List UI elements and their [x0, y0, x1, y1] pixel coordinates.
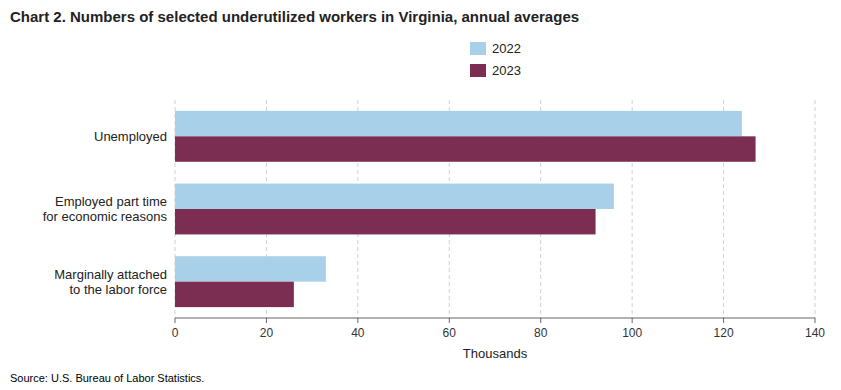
- grid: [175, 100, 815, 318]
- category-label-line: Marginally attached: [54, 267, 167, 282]
- tick-mark: [357, 318, 358, 323]
- legend-swatch: [470, 64, 486, 77]
- tick-label: 80: [534, 326, 548, 340]
- bar: [175, 111, 742, 136]
- legend-label: 2022: [492, 41, 521, 56]
- category-label-line: Employed part time: [55, 194, 167, 209]
- tick-label: 0: [172, 326, 179, 340]
- annotation: Source: U.S. Bureau of Labor Statistics.: [10, 372, 204, 384]
- category-label: Marginally attachedto the labor force: [54, 267, 167, 297]
- bars: [175, 111, 756, 307]
- x-axis-label: Thousands: [463, 346, 528, 361]
- category-label: Unemployed: [94, 129, 167, 144]
- tick-mark: [266, 318, 267, 323]
- category-label-line: for economic reasons: [43, 209, 168, 224]
- x-axis-line: [175, 318, 815, 319]
- bar: [175, 184, 614, 209]
- legend: 2022 2023: [470, 41, 521, 78]
- bar: [175, 256, 326, 281]
- tick-label: 120: [714, 326, 734, 340]
- bar: [175, 282, 294, 307]
- category-label-line: Unemployed: [94, 129, 167, 144]
- tick-mark: [175, 318, 176, 323]
- category-label-line: to the labor force: [69, 282, 167, 297]
- chart-container: Chart 2. Numbers of selected underutiliz…: [0, 0, 841, 390]
- title: Chart 2. Numbers of selected underutiliz…: [10, 8, 579, 25]
- tick-label: 100: [622, 326, 642, 340]
- chart-svg: Chart 2. Numbers of selected underutiliz…: [0, 0, 841, 390]
- tick-mark: [723, 318, 724, 323]
- tick-label: 140: [805, 326, 825, 340]
- tick-mark: [540, 318, 541, 323]
- bar: [175, 209, 596, 234]
- tick-label: 40: [351, 326, 365, 340]
- tick-label: 20: [260, 326, 274, 340]
- bar: [175, 136, 756, 161]
- legend-label: 2023: [492, 63, 521, 78]
- tick-label: 60: [443, 326, 457, 340]
- tick-mark: [815, 318, 816, 323]
- tick-mark: [632, 318, 633, 323]
- tick-mark: [449, 318, 450, 323]
- grid-line: [815, 100, 816, 318]
- category-label: Employed part timefor economic reasons: [43, 194, 168, 224]
- legend-swatch: [470, 42, 486, 55]
